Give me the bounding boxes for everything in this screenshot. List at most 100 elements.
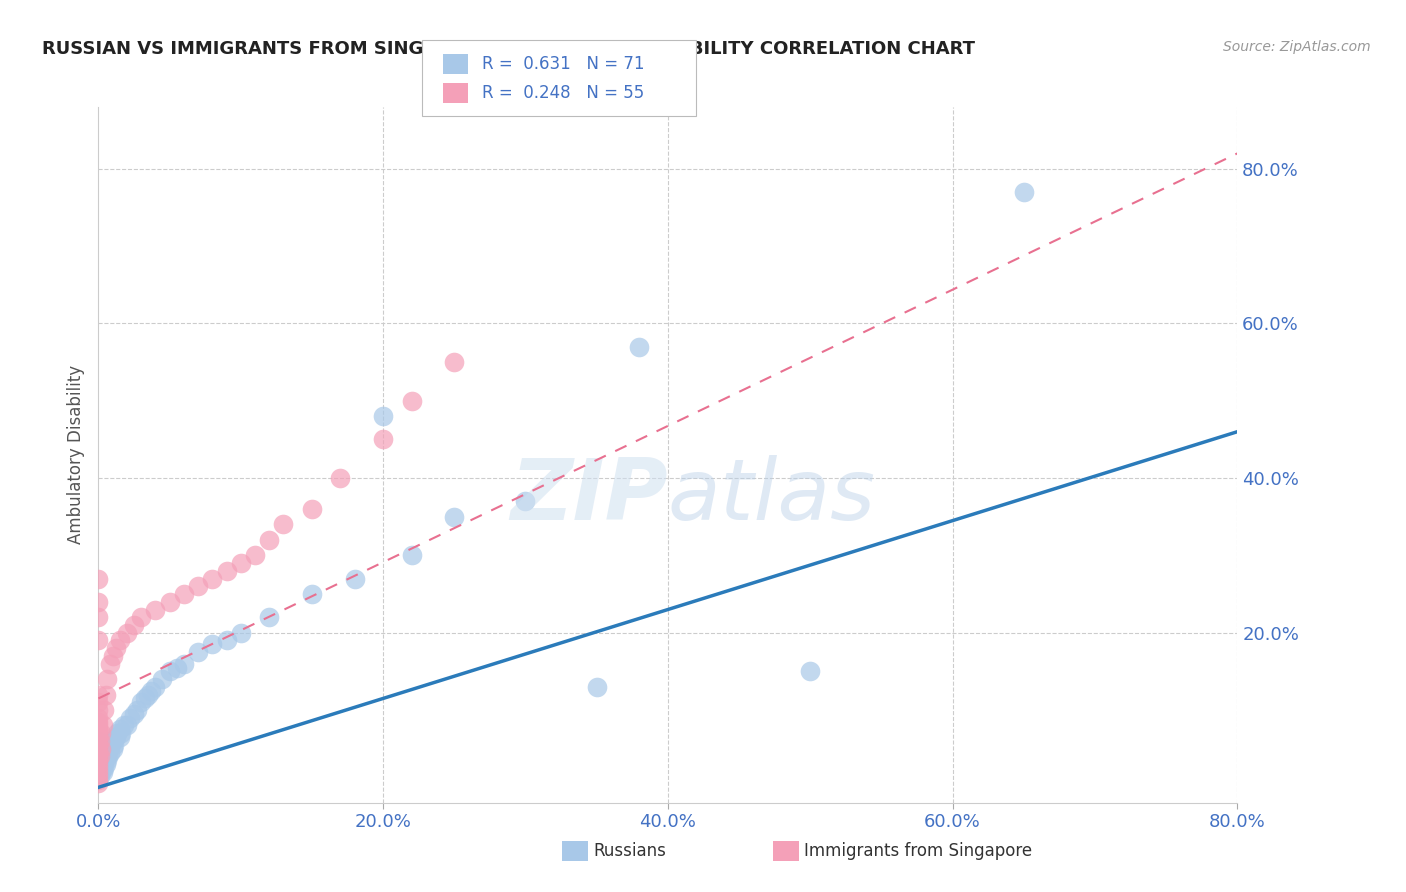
Point — [87, 769, 110, 783]
Point — [152, 672, 174, 686]
Point — [110, 726, 132, 740]
Text: ZIP: ZIP — [510, 455, 668, 538]
Point — [166, 660, 188, 674]
Point — [101, 741, 124, 756]
Point — [87, 572, 110, 586]
Point — [201, 637, 224, 651]
Point — [145, 602, 167, 616]
Point — [87, 757, 110, 772]
Point — [115, 625, 138, 640]
Point — [159, 665, 181, 679]
Point — [87, 772, 110, 787]
Point — [87, 753, 110, 767]
Point — [87, 749, 110, 764]
Point — [108, 723, 131, 737]
Point — [97, 749, 120, 764]
Point — [87, 726, 110, 740]
Point — [100, 738, 122, 752]
Point — [122, 706, 145, 721]
Point — [93, 703, 115, 717]
Point — [329, 471, 352, 485]
Point — [89, 753, 111, 767]
Point — [87, 761, 110, 775]
Y-axis label: Ambulatory Disability: Ambulatory Disability — [67, 366, 86, 544]
Point — [87, 746, 110, 760]
Point — [301, 587, 323, 601]
Point — [229, 556, 252, 570]
Point — [115, 718, 138, 732]
Point — [87, 730, 110, 744]
Point — [89, 764, 111, 779]
Point — [103, 738, 125, 752]
Point — [443, 355, 465, 369]
Point — [87, 769, 110, 783]
Point — [96, 753, 118, 767]
Point — [628, 340, 651, 354]
Point — [87, 776, 110, 790]
Point — [87, 695, 110, 709]
Point — [89, 734, 111, 748]
Point — [93, 761, 115, 775]
Point — [97, 741, 120, 756]
Point — [87, 738, 110, 752]
Point — [90, 761, 112, 775]
Point — [373, 433, 395, 447]
Point — [87, 749, 110, 764]
Point — [443, 509, 465, 524]
Point — [201, 572, 224, 586]
Point — [87, 595, 110, 609]
Point — [259, 610, 281, 624]
Point — [129, 695, 152, 709]
Point — [98, 657, 121, 671]
Point — [91, 749, 114, 764]
Point — [87, 734, 110, 748]
Text: R =  0.248   N = 55: R = 0.248 N = 55 — [482, 84, 644, 102]
Point — [93, 753, 115, 767]
Point — [101, 648, 124, 663]
Point — [87, 764, 110, 779]
Text: atlas: atlas — [668, 455, 876, 538]
Text: R =  0.631   N = 71: R = 0.631 N = 71 — [482, 55, 645, 73]
Point — [799, 665, 821, 679]
Point — [145, 680, 167, 694]
Point — [89, 761, 111, 775]
Text: Immigrants from Singapore: Immigrants from Singapore — [804, 842, 1032, 860]
Point — [87, 723, 110, 737]
Point — [89, 749, 111, 764]
Point — [129, 610, 152, 624]
Point — [215, 633, 238, 648]
Point — [87, 761, 110, 775]
Point — [87, 741, 110, 756]
Point — [89, 769, 111, 783]
Text: Russians: Russians — [593, 842, 666, 860]
Point — [301, 502, 323, 516]
Point — [373, 409, 395, 424]
Point — [139, 683, 162, 698]
Point — [87, 741, 110, 756]
Point — [90, 749, 112, 764]
Point — [90, 726, 112, 740]
Point — [87, 757, 110, 772]
Point — [90, 757, 112, 772]
Point — [90, 764, 112, 779]
Point — [87, 633, 110, 648]
Point — [104, 641, 127, 656]
Text: RUSSIAN VS IMMIGRANTS FROM SINGAPORE AMBULATORY DISABILITY CORRELATION CHART: RUSSIAN VS IMMIGRANTS FROM SINGAPORE AMB… — [42, 40, 976, 58]
Point — [91, 718, 114, 732]
Text: Source: ZipAtlas.com: Source: ZipAtlas.com — [1223, 40, 1371, 54]
Point — [585, 680, 607, 694]
Point — [87, 746, 110, 760]
Point — [98, 746, 121, 760]
Point — [96, 672, 118, 686]
Point — [91, 764, 114, 779]
Point — [1012, 185, 1035, 199]
Point — [87, 688, 110, 702]
Point — [87, 738, 110, 752]
Point — [136, 688, 159, 702]
Point — [122, 618, 145, 632]
Point — [159, 595, 181, 609]
Point — [94, 741, 117, 756]
Point — [104, 730, 127, 744]
Point — [401, 549, 423, 563]
Point — [96, 746, 118, 760]
